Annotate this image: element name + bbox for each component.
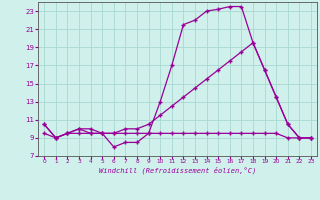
X-axis label: Windchill (Refroidissement éolien,°C): Windchill (Refroidissement éolien,°C) <box>99 167 256 174</box>
